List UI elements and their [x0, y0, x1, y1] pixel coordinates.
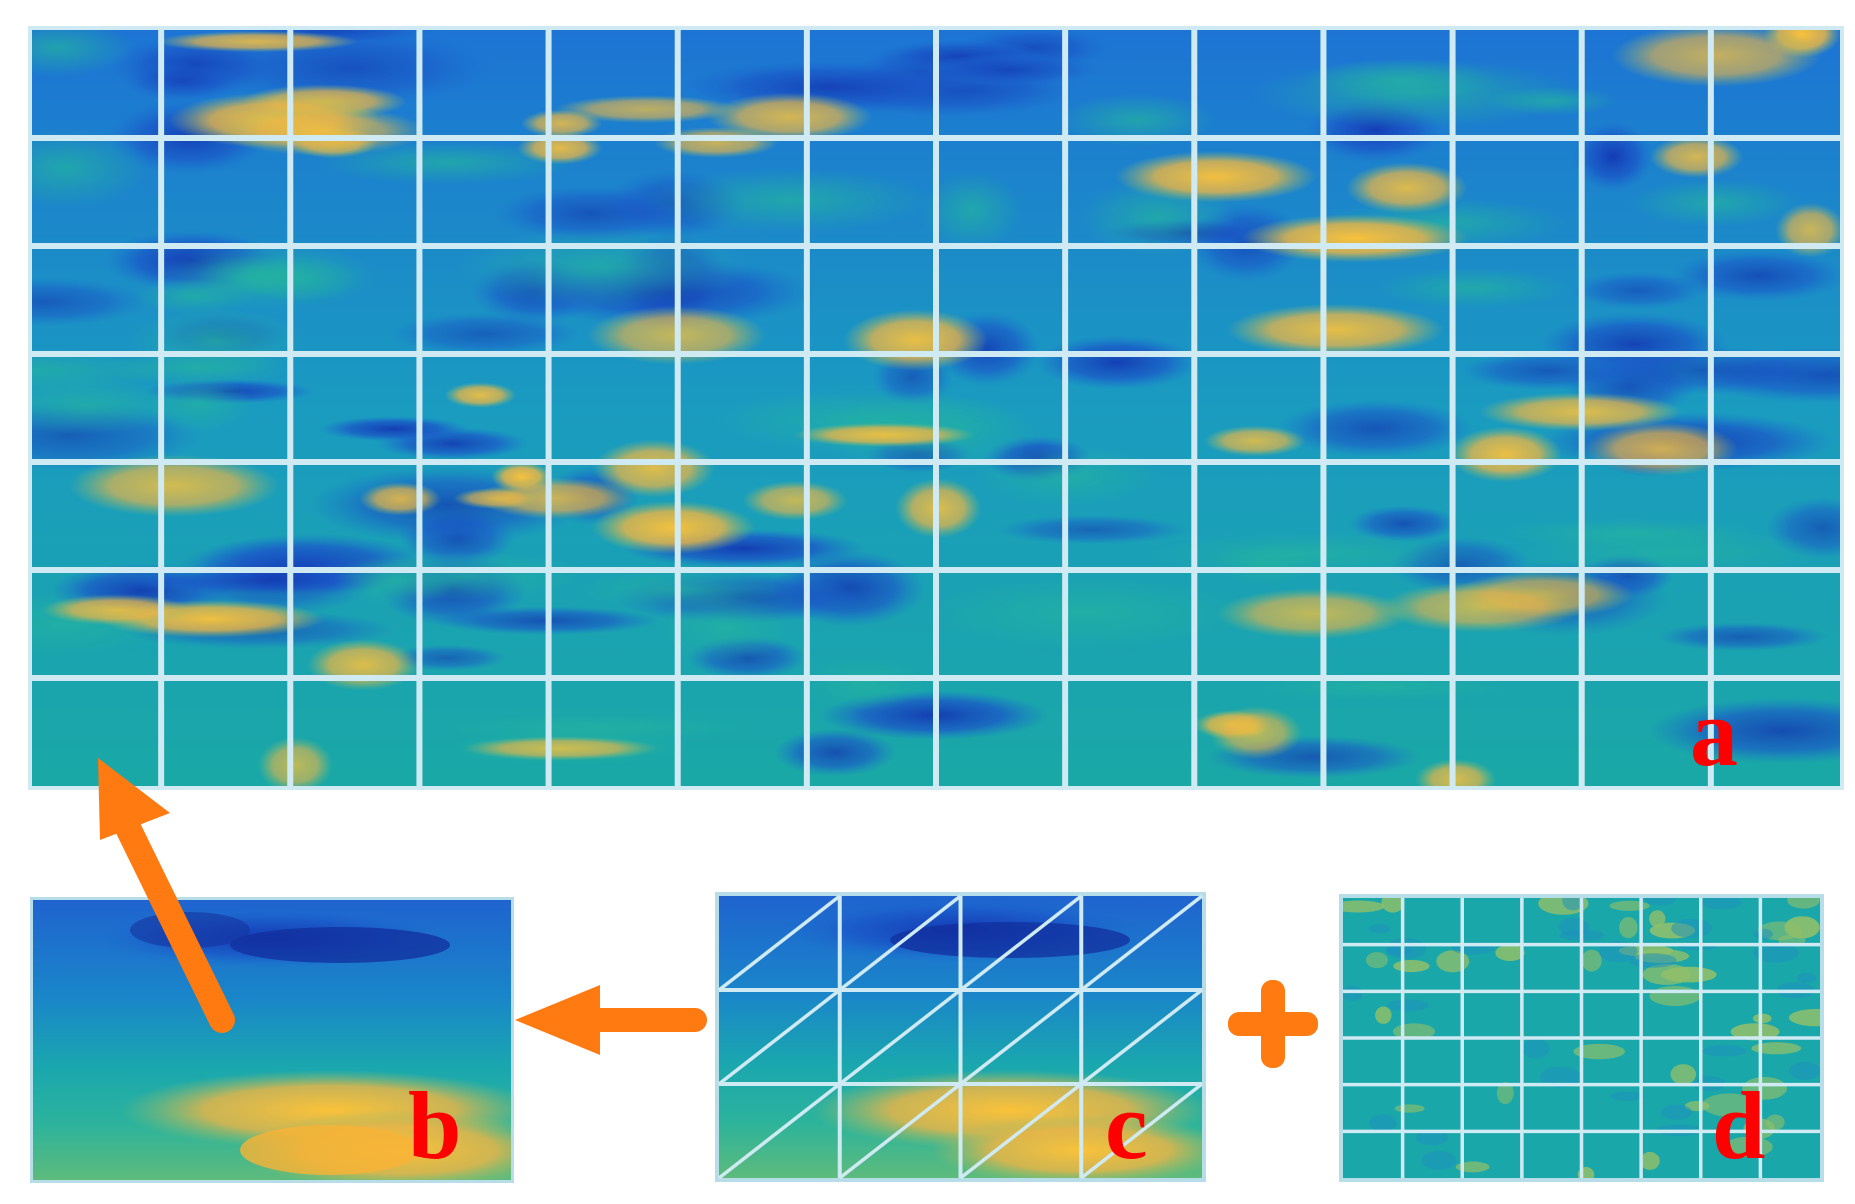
- panel-d: d: [1339, 894, 1824, 1182]
- panel-c-label: c: [1105, 1072, 1148, 1179]
- panel-d-grid: [1343, 898, 1820, 1178]
- plus-icon: [1228, 980, 1318, 1068]
- panel-c: c: [715, 892, 1206, 1182]
- panel-a-field-features: [32, 30, 1840, 786]
- panel-a-grid: [32, 30, 1840, 786]
- panel-a-label: a: [1690, 679, 1738, 786]
- panel-c-triangular-mesh: [717, 894, 1204, 1180]
- panel-b: b: [30, 897, 514, 1183]
- panel-b-label: b: [408, 1072, 461, 1179]
- arrow-c-to-b: [515, 985, 707, 1055]
- panel-d-field-features: [1343, 898, 1820, 1178]
- arrow-b-to-a: [98, 758, 235, 1033]
- panel-a: a: [28, 26, 1844, 790]
- panel-d-label: d: [1712, 1072, 1765, 1179]
